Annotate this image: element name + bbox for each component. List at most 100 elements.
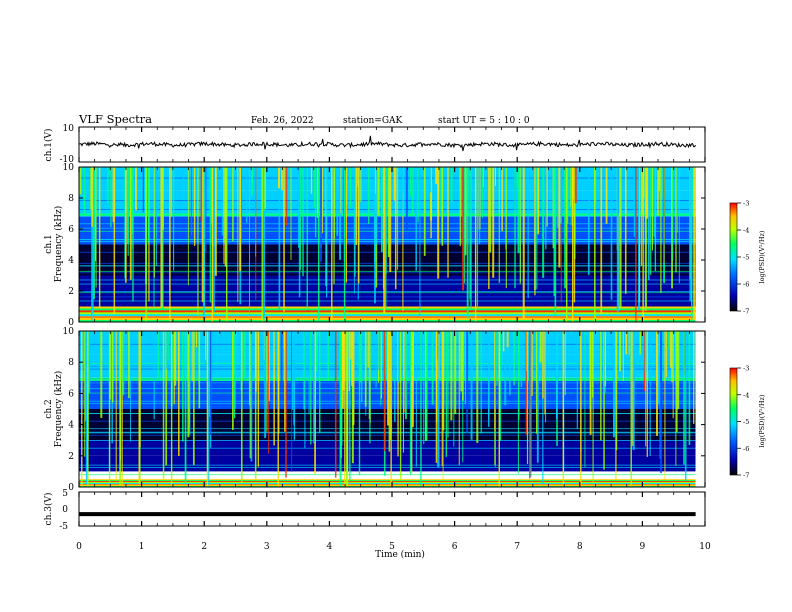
sferic-spike xyxy=(356,167,358,187)
sferic-spike xyxy=(110,167,112,228)
ch2-colorbar: -3 -4 -5 -6 -7 log(PSD)(V²/Hz) xyxy=(729,365,766,480)
sferic-spike xyxy=(419,167,421,317)
low-frequency-band xyxy=(79,480,696,482)
low-frequency-band xyxy=(79,483,696,485)
sferic-spike xyxy=(310,331,312,445)
low-frequency-band xyxy=(79,318,696,321)
ch3-voltage-panel: 5 0 -5 ch.3(V) xyxy=(43,489,706,532)
sferic-spike xyxy=(369,331,371,444)
sferic-spike xyxy=(554,167,557,316)
sferic-spike xyxy=(529,331,532,478)
sferic-spike xyxy=(498,331,500,487)
narrowband-line xyxy=(79,434,696,436)
sferic-spike xyxy=(85,331,88,485)
sferic-spike xyxy=(130,331,131,442)
sferic-spike xyxy=(206,331,209,487)
sferic-spike xyxy=(481,167,483,218)
sferic-spike xyxy=(232,167,234,242)
sferic-spike xyxy=(240,331,243,484)
x-axis-ticklabels: 0 1 2 3 4 5 6 7 8 9 10 xyxy=(76,542,711,552)
y-tick-label: 0 xyxy=(68,318,74,328)
sferic-spike xyxy=(616,167,619,312)
sferic-spike xyxy=(655,331,658,436)
sferic-spike xyxy=(442,331,444,480)
sferic-spike xyxy=(81,331,83,487)
sferic-spike xyxy=(98,167,101,308)
sferic-spike xyxy=(249,331,252,459)
sferic-spike xyxy=(288,331,290,351)
sferic-spike xyxy=(553,167,556,297)
sferic-spike xyxy=(130,167,133,214)
date-label: Feb. 26, 2022 xyxy=(251,116,314,126)
narrowband-line xyxy=(79,270,696,272)
sferic-spike xyxy=(110,331,112,400)
sferic-spike xyxy=(122,331,125,395)
narrowband-line xyxy=(79,209,696,210)
sferic-spike xyxy=(221,167,223,236)
ch3-voltage-frame xyxy=(78,491,706,527)
sferic-spike xyxy=(613,331,616,438)
sferic-spike xyxy=(537,167,540,235)
narrowband-line xyxy=(79,184,696,186)
sferic-spike xyxy=(402,167,404,312)
narrowband-line xyxy=(79,238,696,240)
sferic-spike xyxy=(544,331,546,415)
sferic-spike xyxy=(200,167,203,222)
narrowband-line xyxy=(79,215,696,217)
sferic-spike xyxy=(412,167,414,217)
sferic-spike xyxy=(343,167,346,322)
sferic-spike xyxy=(642,167,644,322)
sferic-spike xyxy=(202,167,205,319)
ch1-waveform-ticks xyxy=(78,127,706,162)
sferic-spike xyxy=(125,167,127,283)
ch3-voltage-ylabel: ch.3(V) xyxy=(43,493,54,526)
sferic-spike xyxy=(115,331,117,481)
sferic-spike xyxy=(466,331,469,434)
narrowband-line xyxy=(79,279,696,281)
sferic-spike xyxy=(677,331,680,410)
y-tick-label: 2 xyxy=(68,287,74,297)
sferic-spike xyxy=(223,167,225,264)
narrowband-line xyxy=(79,243,696,244)
y-tick-label: 10 xyxy=(63,163,75,173)
sferic-spike xyxy=(263,167,266,211)
sferic-spike xyxy=(157,331,159,378)
sferic-spike xyxy=(349,331,351,481)
sferic-spike xyxy=(380,167,383,253)
sferic-spike xyxy=(684,331,687,481)
sferic-spike xyxy=(420,331,422,487)
sferic-spike xyxy=(173,167,175,271)
sferic-spike xyxy=(291,331,293,472)
ch1-waveform-line xyxy=(79,135,697,152)
low-frequency-band xyxy=(79,316,696,319)
sferic-spike xyxy=(509,331,511,396)
sferic-spike xyxy=(201,167,204,302)
ch2-spectrogram-ylabel: Frequency (kHz) xyxy=(53,371,64,448)
sferic-spike xyxy=(496,331,498,387)
sferic-spike xyxy=(488,331,490,427)
sferic-spike xyxy=(431,331,433,351)
narrowband-line xyxy=(79,236,696,237)
narrowband-line xyxy=(79,300,696,302)
sferic-spike xyxy=(131,167,133,234)
ch1-waveform-frame xyxy=(78,126,706,163)
sferic-spike xyxy=(354,167,356,277)
x-tick-label: 6 xyxy=(452,542,458,552)
sferic-spike xyxy=(192,331,195,466)
sferic-spike xyxy=(671,331,673,382)
sferic-spike xyxy=(675,167,677,273)
sferic-spike xyxy=(624,167,627,294)
sferic-spike xyxy=(198,331,201,409)
sferic-spike xyxy=(135,167,137,211)
no-data-strip xyxy=(695,331,705,487)
sferic-spike xyxy=(534,167,536,296)
sferic-spike xyxy=(263,167,266,320)
sferic-spike xyxy=(660,331,662,474)
sferic-spike xyxy=(236,331,238,353)
sferic-spike xyxy=(197,167,199,316)
sferic-spike xyxy=(494,331,496,467)
sferic-spike xyxy=(514,167,516,289)
sferic-spike xyxy=(637,167,641,311)
sferic-spike xyxy=(138,331,141,484)
sferic-spike xyxy=(542,331,544,485)
